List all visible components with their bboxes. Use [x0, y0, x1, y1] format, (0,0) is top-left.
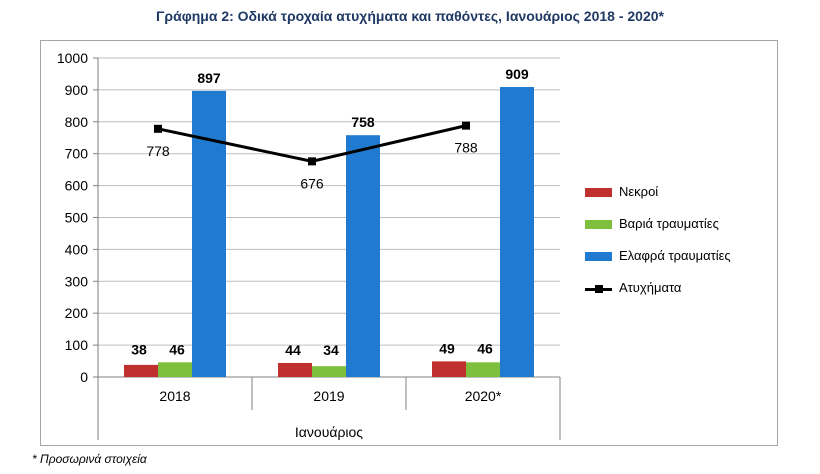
bar-elafra: [500, 87, 534, 378]
bar-varia: [466, 362, 500, 377]
data-label-varia: 46: [169, 341, 185, 357]
bar-nekroi: [124, 364, 158, 377]
y-tick-label: 300: [65, 273, 89, 289]
bar-elafra: [346, 135, 380, 377]
y-tick-label: 800: [65, 114, 89, 130]
legend-swatch-nekroi: [585, 188, 612, 197]
x-axis-title: Ιανουάριος: [295, 424, 363, 440]
data-label-varia: 46: [477, 340, 493, 356]
marker-atyximata: [462, 121, 470, 130]
data-label-atyximata: 778: [146, 143, 170, 159]
y-tick-label: 0: [80, 369, 88, 385]
y-tick-label: 100: [65, 337, 89, 353]
bar-elafra: [192, 90, 226, 378]
data-label-elafra: 758: [351, 114, 375, 130]
x-tick-label: 2020*: [465, 388, 502, 404]
bar-nekroi: [432, 361, 466, 377]
legend-label-elafra: Ελαφρά τραυματίες: [619, 248, 731, 263]
y-tick-label: 500: [65, 210, 89, 226]
chart-title: Γράφημα 2: Οδικά τροχαία ατυχήματα και π…: [156, 8, 664, 24]
y-tick-label: 200: [65, 305, 89, 321]
marker-atyximata: [308, 157, 316, 166]
data-label-varia: 34: [323, 342, 339, 358]
data-label-nekroi: 44: [285, 342, 301, 358]
data-label-nekroi: 38: [131, 341, 147, 357]
x-tick-label: 2019: [313, 388, 344, 404]
y-tick-label: 600: [65, 178, 89, 194]
bar-varia: [158, 362, 192, 377]
data-label-elafra: 897: [197, 70, 221, 86]
data-label-nekroi: 49: [439, 340, 455, 356]
footnote: * Προσωρινά στοιχεία: [32, 452, 147, 466]
legend-marker-atyximata: [595, 285, 603, 293]
legend-label-varia: Βαριά τραυματίες: [619, 216, 719, 231]
data-label-atyximata: 788: [454, 140, 478, 156]
y-tick-label: 900: [65, 82, 89, 98]
bar-nekroi: [278, 362, 312, 377]
y-tick-label: 1000: [57, 50, 88, 66]
marker-atyximata: [154, 124, 162, 133]
data-label-elafra: 909: [505, 66, 529, 82]
legend-swatch-elafra: [585, 252, 612, 261]
legend-swatch-varia: [585, 220, 612, 229]
x-tick-label: 2018: [159, 388, 190, 404]
data-label-atyximata: 676: [300, 175, 324, 191]
y-tick-label: 700: [65, 146, 89, 162]
bar-varia: [312, 366, 346, 377]
y-tick-label: 400: [65, 241, 89, 257]
chart-frame: [40, 40, 778, 446]
legend-label-atyximata: Ατυχήματα: [619, 280, 682, 295]
legend-label-nekroi: Νεκροί: [619, 184, 659, 199]
